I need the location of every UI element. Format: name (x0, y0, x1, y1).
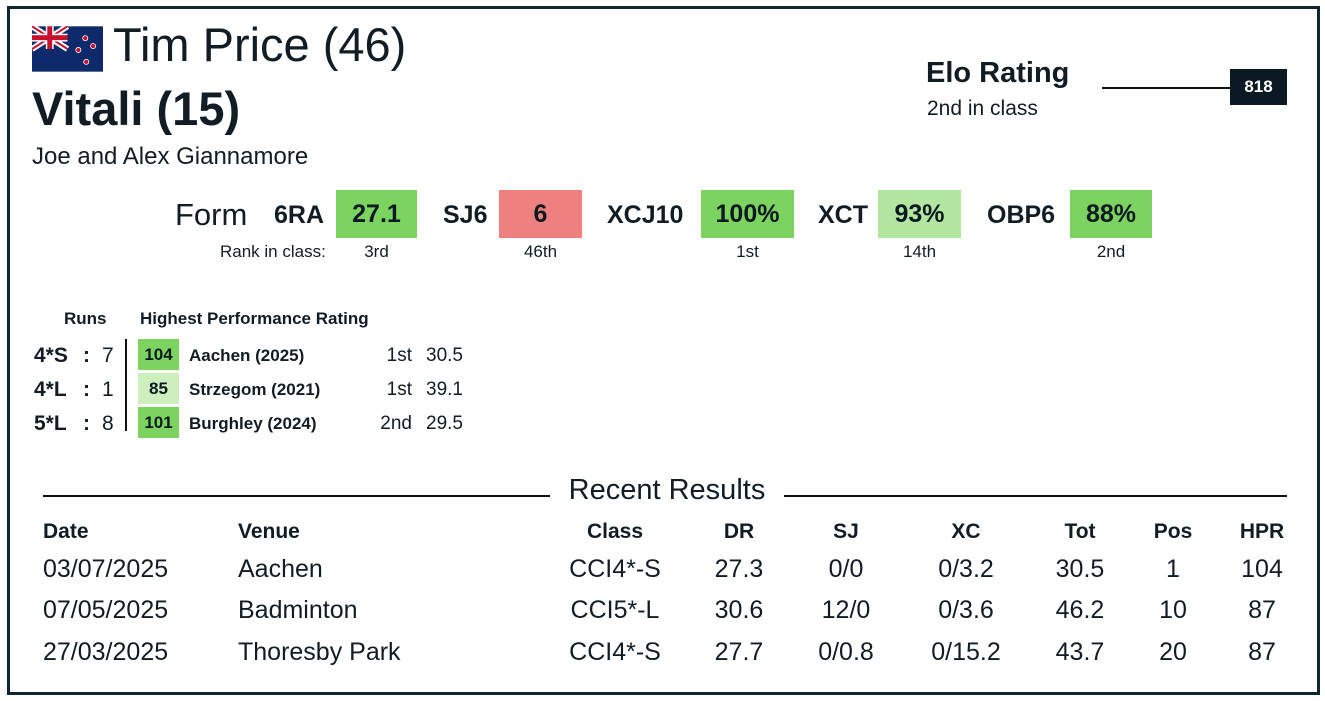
cell-dr: 30.6 (714, 596, 764, 624)
form-value-xct: 93% (878, 190, 961, 238)
hpr-value: 85 (138, 373, 179, 404)
form-code-obp6: OBP6 (987, 201, 1056, 229)
cell-xc: 0/3.2 (938, 555, 994, 583)
cell-venue: Aachen (238, 555, 323, 583)
form-label: Form (175, 197, 248, 232)
elo-connector-line (1102, 87, 1230, 89)
run-level: 5*L (34, 412, 67, 435)
hpr-event: Strzegom (2021) (189, 380, 321, 399)
run-count: 1 (102, 378, 114, 401)
hpr-position: 2nd (380, 413, 412, 434)
cell-pos: 1 (1166, 555, 1180, 583)
form-rank-sj6: 46th (523, 242, 558, 261)
elo-title: Elo Rating (926, 57, 1070, 89)
col-header-tot: Tot (1064, 520, 1096, 543)
hpr-score: 29.5 (426, 413, 463, 434)
form-rank-xcj10: 1st (736, 242, 759, 261)
cell-venue: Badminton (238, 596, 358, 624)
cell-tot: 46.2 (1055, 596, 1105, 624)
hpr-value: 104 (138, 339, 179, 370)
cell-hpr: 87 (1248, 638, 1276, 666)
elo-subtitle: 2nd in class (927, 97, 1038, 120)
rider-name: Tim Price (46) (113, 18, 407, 71)
hpr-event: Aachen (2025) (189, 346, 305, 365)
cell-xc: 0/15.2 (931, 638, 1001, 666)
elo-value-badge: 818 (1230, 69, 1287, 105)
col-header-hpr: HPR (1239, 520, 1285, 543)
cell-date: 03/07/2025 (43, 555, 169, 583)
hpr-header: Highest Performance Rating (140, 309, 369, 328)
horse-name: Vitali (15) (32, 82, 241, 135)
recent-results-rule-right (784, 495, 1287, 497)
run-colon: : (83, 344, 90, 367)
cell-sj: 0/0.8 (818, 638, 874, 666)
owners-text: Joe and Alex Giannamore (32, 143, 309, 170)
form-code-xct: XCT (818, 201, 868, 229)
run-level: 4*L (34, 378, 67, 401)
cell-venue: Thoresby Park (238, 638, 401, 666)
col-header-dr: DR (723, 520, 755, 543)
form-rank-6ra: 3rd (364, 242, 389, 261)
cell-class: CCI5*-L (570, 596, 660, 624)
cell-class: CCI4*-S (569, 555, 661, 583)
form-value-xcj10: 100% (701, 190, 794, 238)
form-rank-xct: 14th (902, 242, 937, 261)
run-count: 8 (102, 412, 114, 435)
form-code-6ra: 6RA (274, 201, 325, 229)
col-header-class: Class (586, 520, 644, 543)
cell-dr: 27.3 (714, 555, 764, 583)
profile-card: Tim Price (46) Vitali (15) Joe and Alex … (7, 6, 1320, 695)
hpr-position: 1st (386, 379, 412, 400)
cell-sj: 12/0 (821, 596, 871, 624)
run-level: 4*S (34, 344, 68, 367)
runs-header: Runs (64, 309, 107, 328)
form-code-sj6: SJ6 (443, 201, 488, 229)
cell-sj: 0/0 (828, 555, 864, 583)
cell-dr: 27.7 (714, 638, 764, 666)
cell-tot: 43.7 (1055, 638, 1105, 666)
recent-results-rule-left (43, 495, 550, 497)
cell-date: 27/03/2025 (43, 638, 169, 666)
hpr-score: 39.1 (426, 379, 463, 400)
col-header-xc: XC (951, 520, 981, 543)
form-value-obp6: 88% (1070, 190, 1152, 238)
run-colon: : (83, 378, 90, 401)
form-value-6ra: 27.1 (336, 190, 417, 238)
col-header-sj: SJ (833, 520, 859, 543)
form-value-sj6: 6 (499, 190, 582, 238)
col-header-date: Date (43, 520, 89, 543)
hpr-event: Burghley (2024) (189, 414, 317, 433)
runs-divider (125, 339, 127, 431)
cell-pos: 20 (1159, 638, 1187, 666)
rank-in-class-label: Rank in class: (220, 242, 326, 261)
form-rank-obp6: 2nd (1096, 242, 1126, 261)
hpr-value: 101 (138, 407, 179, 438)
cell-hpr: 104 (1241, 555, 1283, 583)
form-code-xcj10: XCJ10 (607, 201, 684, 229)
recent-results-title: Recent Results (568, 474, 766, 506)
hpr-score: 30.5 (426, 345, 463, 366)
col-header-venue: Venue (238, 520, 300, 543)
cell-class: CCI4*-S (569, 638, 661, 666)
run-count: 7 (102, 344, 114, 367)
cell-xc: 0/3.6 (938, 596, 994, 624)
cell-pos: 10 (1159, 596, 1187, 624)
col-header-pos: Pos (1153, 520, 1193, 543)
cell-tot: 30.5 (1055, 555, 1105, 583)
cell-date: 07/05/2025 (43, 596, 169, 624)
hpr-position: 1st (386, 345, 412, 366)
cell-hpr: 87 (1248, 596, 1276, 624)
new-zealand-flag-icon (32, 26, 103, 72)
run-colon: : (83, 412, 90, 435)
